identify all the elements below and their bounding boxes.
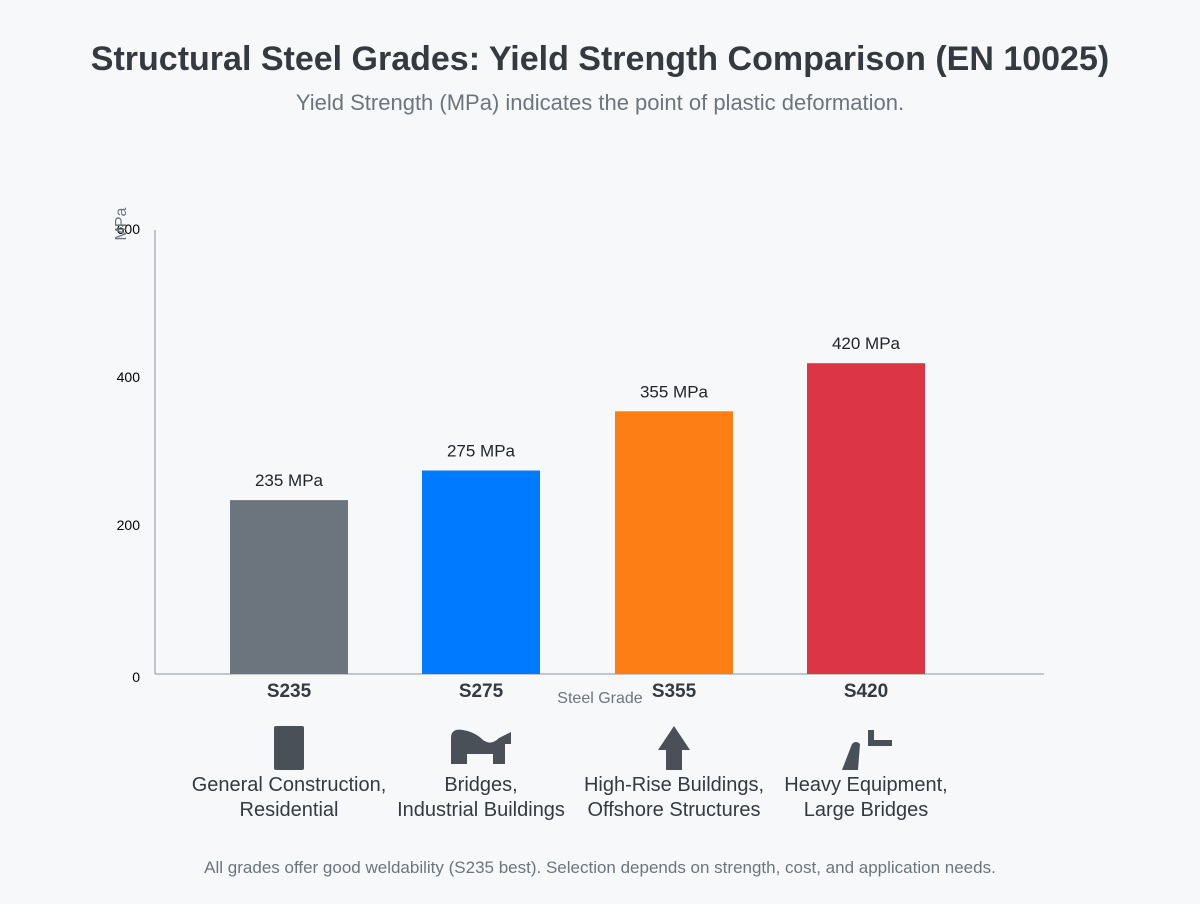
- column-icon: [269, 724, 309, 777]
- tower-icon: [654, 724, 694, 777]
- bar-value-label: 235 MPa: [255, 471, 324, 490]
- bar-value-label: 275 MPa: [447, 442, 516, 461]
- footnote: All grades offer good weldability (S235 …: [204, 858, 996, 877]
- application-label-line: Offshore Structures: [587, 799, 761, 821]
- category-label: S355: [652, 681, 697, 702]
- bar-s355: [615, 411, 733, 674]
- y-tick-label: 0: [132, 669, 140, 685]
- application-label-line: General Construction,: [191, 774, 387, 796]
- category-label: S235: [267, 681, 312, 702]
- application-label: High-Rise Buildings, Offshore Structures: [574, 773, 774, 823]
- bar-s275: [422, 470, 540, 674]
- application-label: Bridges, Industrial Buildings: [381, 773, 581, 823]
- chart-subtitle: Yield Strength (MPa) indicates the point…: [295, 90, 905, 115]
- application-label-line: High-Rise Buildings,: [583, 774, 765, 796]
- category-label: S420: [844, 681, 888, 702]
- y-tick-label: 400: [117, 369, 141, 385]
- bridge-icon: [449, 724, 513, 769]
- application-label-line: Large Bridges: [803, 799, 929, 821]
- application-label: Heavy Equipment, Large Bridges: [766, 773, 966, 823]
- crane-icon: [836, 724, 896, 777]
- application-label-line: Residential: [239, 799, 339, 821]
- category-label: S275: [459, 681, 504, 702]
- bar-value-label: 355 MPa: [640, 382, 709, 401]
- bar-s420: [807, 363, 925, 674]
- bar-s235: [230, 500, 348, 674]
- x-axis-title: Steel Grade: [557, 690, 642, 707]
- y-axis-title: MPa: [113, 207, 130, 240]
- application-label-line: Heavy Equipment,: [784, 774, 948, 796]
- application-label: General Construction, Residential: [189, 773, 389, 823]
- application-label-line: Industrial Buildings: [397, 799, 565, 821]
- y-tick-label: 600: [117, 221, 141, 237]
- y-tick-label: 200: [117, 517, 141, 533]
- bar-value-label: 420 MPa: [832, 334, 901, 353]
- chart-title: Structural Steel Grades: Yield Strength …: [90, 40, 1110, 78]
- application-label-line: Bridges,: [444, 774, 518, 796]
